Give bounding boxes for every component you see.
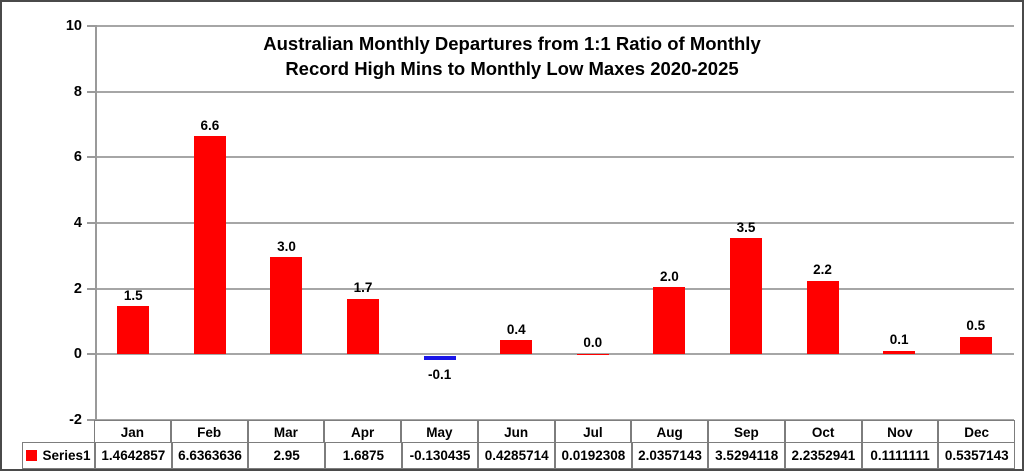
series1-swatch-icon <box>26 450 38 461</box>
series1-label: Series1 <box>42 448 91 463</box>
bar-data-label: 1.5 <box>123 287 143 303</box>
bar <box>423 355 456 361</box>
grid-line <box>97 90 1014 93</box>
y-axis-tick <box>87 287 97 290</box>
bar <box>883 350 916 355</box>
bar-data-label: 1.7 <box>353 280 373 296</box>
y-axis-label: 2 <box>73 280 82 297</box>
grid-line <box>97 287 1014 290</box>
grid-line <box>97 156 1014 159</box>
plot-area <box>87 25 1014 421</box>
month-cell: Jul <box>554 420 632 444</box>
value-cell: 0.4285714 <box>478 442 556 469</box>
month-cell: Nov <box>861 420 939 444</box>
month-cell: Mar <box>247 420 325 444</box>
chart-title: Australian Monthly Departures from 1:1 R… <box>2 31 1022 81</box>
bar-data-label: 3.5 <box>736 219 756 235</box>
value-cell: 0.0192308 <box>555 442 632 469</box>
data-table-row: Series1 1.4642857 6.6363636 2.95 1.6875 -0.1… <box>22 442 1016 469</box>
y-axis-tick <box>87 353 97 356</box>
y-axis-label: 10 <box>65 18 82 34</box>
grid-line <box>97 353 1014 356</box>
legend-cell: Series1 <box>22 442 95 469</box>
value-cell: 3.5294118 <box>708 442 786 469</box>
bar <box>729 238 762 355</box>
y-axis-tick <box>87 90 97 93</box>
y-axis-label: 6 <box>73 149 82 166</box>
y-axis-label: 0 <box>73 346 82 363</box>
bar-data-label: 0.0 <box>583 335 603 351</box>
y-axis-label: 8 <box>73 83 82 100</box>
bar-data-label: 3.0 <box>277 238 296 254</box>
value-cell: 1.4642857 <box>95 442 172 469</box>
y-axis-tick <box>87 419 97 421</box>
month-cell: Feb <box>170 420 248 444</box>
bar <box>653 287 686 355</box>
x-axis-category-row: Jan Feb Mar Apr May Jun Jul Aug Sep Oct Nov Dec <box>94 420 1015 444</box>
bar <box>576 353 609 355</box>
month-cell: May <box>401 420 478 444</box>
bar <box>806 280 839 355</box>
bar-data-label: 6.6 <box>200 117 220 133</box>
bar-data-label: 0.4 <box>506 321 526 337</box>
bar <box>347 298 380 355</box>
month-cell: Jan <box>94 420 171 444</box>
y-axis-tick <box>87 156 97 159</box>
value-cell: 6.6363636 <box>171 442 249 469</box>
y-axis-label: -2 <box>69 412 82 428</box>
bar-data-label: 2.0 <box>659 268 679 284</box>
month-cell: Sep <box>708 420 785 444</box>
month-cell: Dec <box>938 420 1015 444</box>
value-cell: -0.130435 <box>401 442 479 469</box>
data-table-values: 1.4642857 6.6363636 2.95 1.6875 -0.130435 0.4… <box>95 442 1016 469</box>
bar-data-label: 0.5 <box>966 318 986 334</box>
month-cell: Apr <box>324 420 401 444</box>
value-cell: 2.2352941 <box>785 442 862 469</box>
bar <box>959 336 992 355</box>
bar <box>270 257 303 355</box>
value-cell: 2.0357143 <box>631 442 709 469</box>
value-cell: 0.1111111 <box>861 442 939 469</box>
month-cell: Jun <box>477 420 555 444</box>
bar-data-label: 2.2 <box>813 262 832 278</box>
bar-data-label: 0.1 <box>889 332 909 348</box>
bar <box>117 306 150 355</box>
chart-title-line2: Record High Mins to Monthly Low Maxes 20… <box>285 58 739 79</box>
bar <box>500 340 533 355</box>
month-cell: Oct <box>784 420 862 444</box>
bar <box>193 136 226 355</box>
grid-line <box>97 25 1014 27</box>
y-axis-label: 4 <box>73 215 82 231</box>
value-cell: 2.95 <box>248 442 326 469</box>
month-cell: Aug <box>631 420 708 444</box>
bar-data-label: -0.1 <box>427 366 452 382</box>
chart-title-line1: Australian Monthly Departures from 1:1 R… <box>263 33 761 54</box>
y-axis-tick <box>87 25 97 27</box>
value-cell: 0.5357143 <box>938 442 1016 469</box>
grid-line <box>97 222 1014 224</box>
y-axis-tick <box>87 222 97 224</box>
value-cell: 1.6875 <box>325 442 402 469</box>
